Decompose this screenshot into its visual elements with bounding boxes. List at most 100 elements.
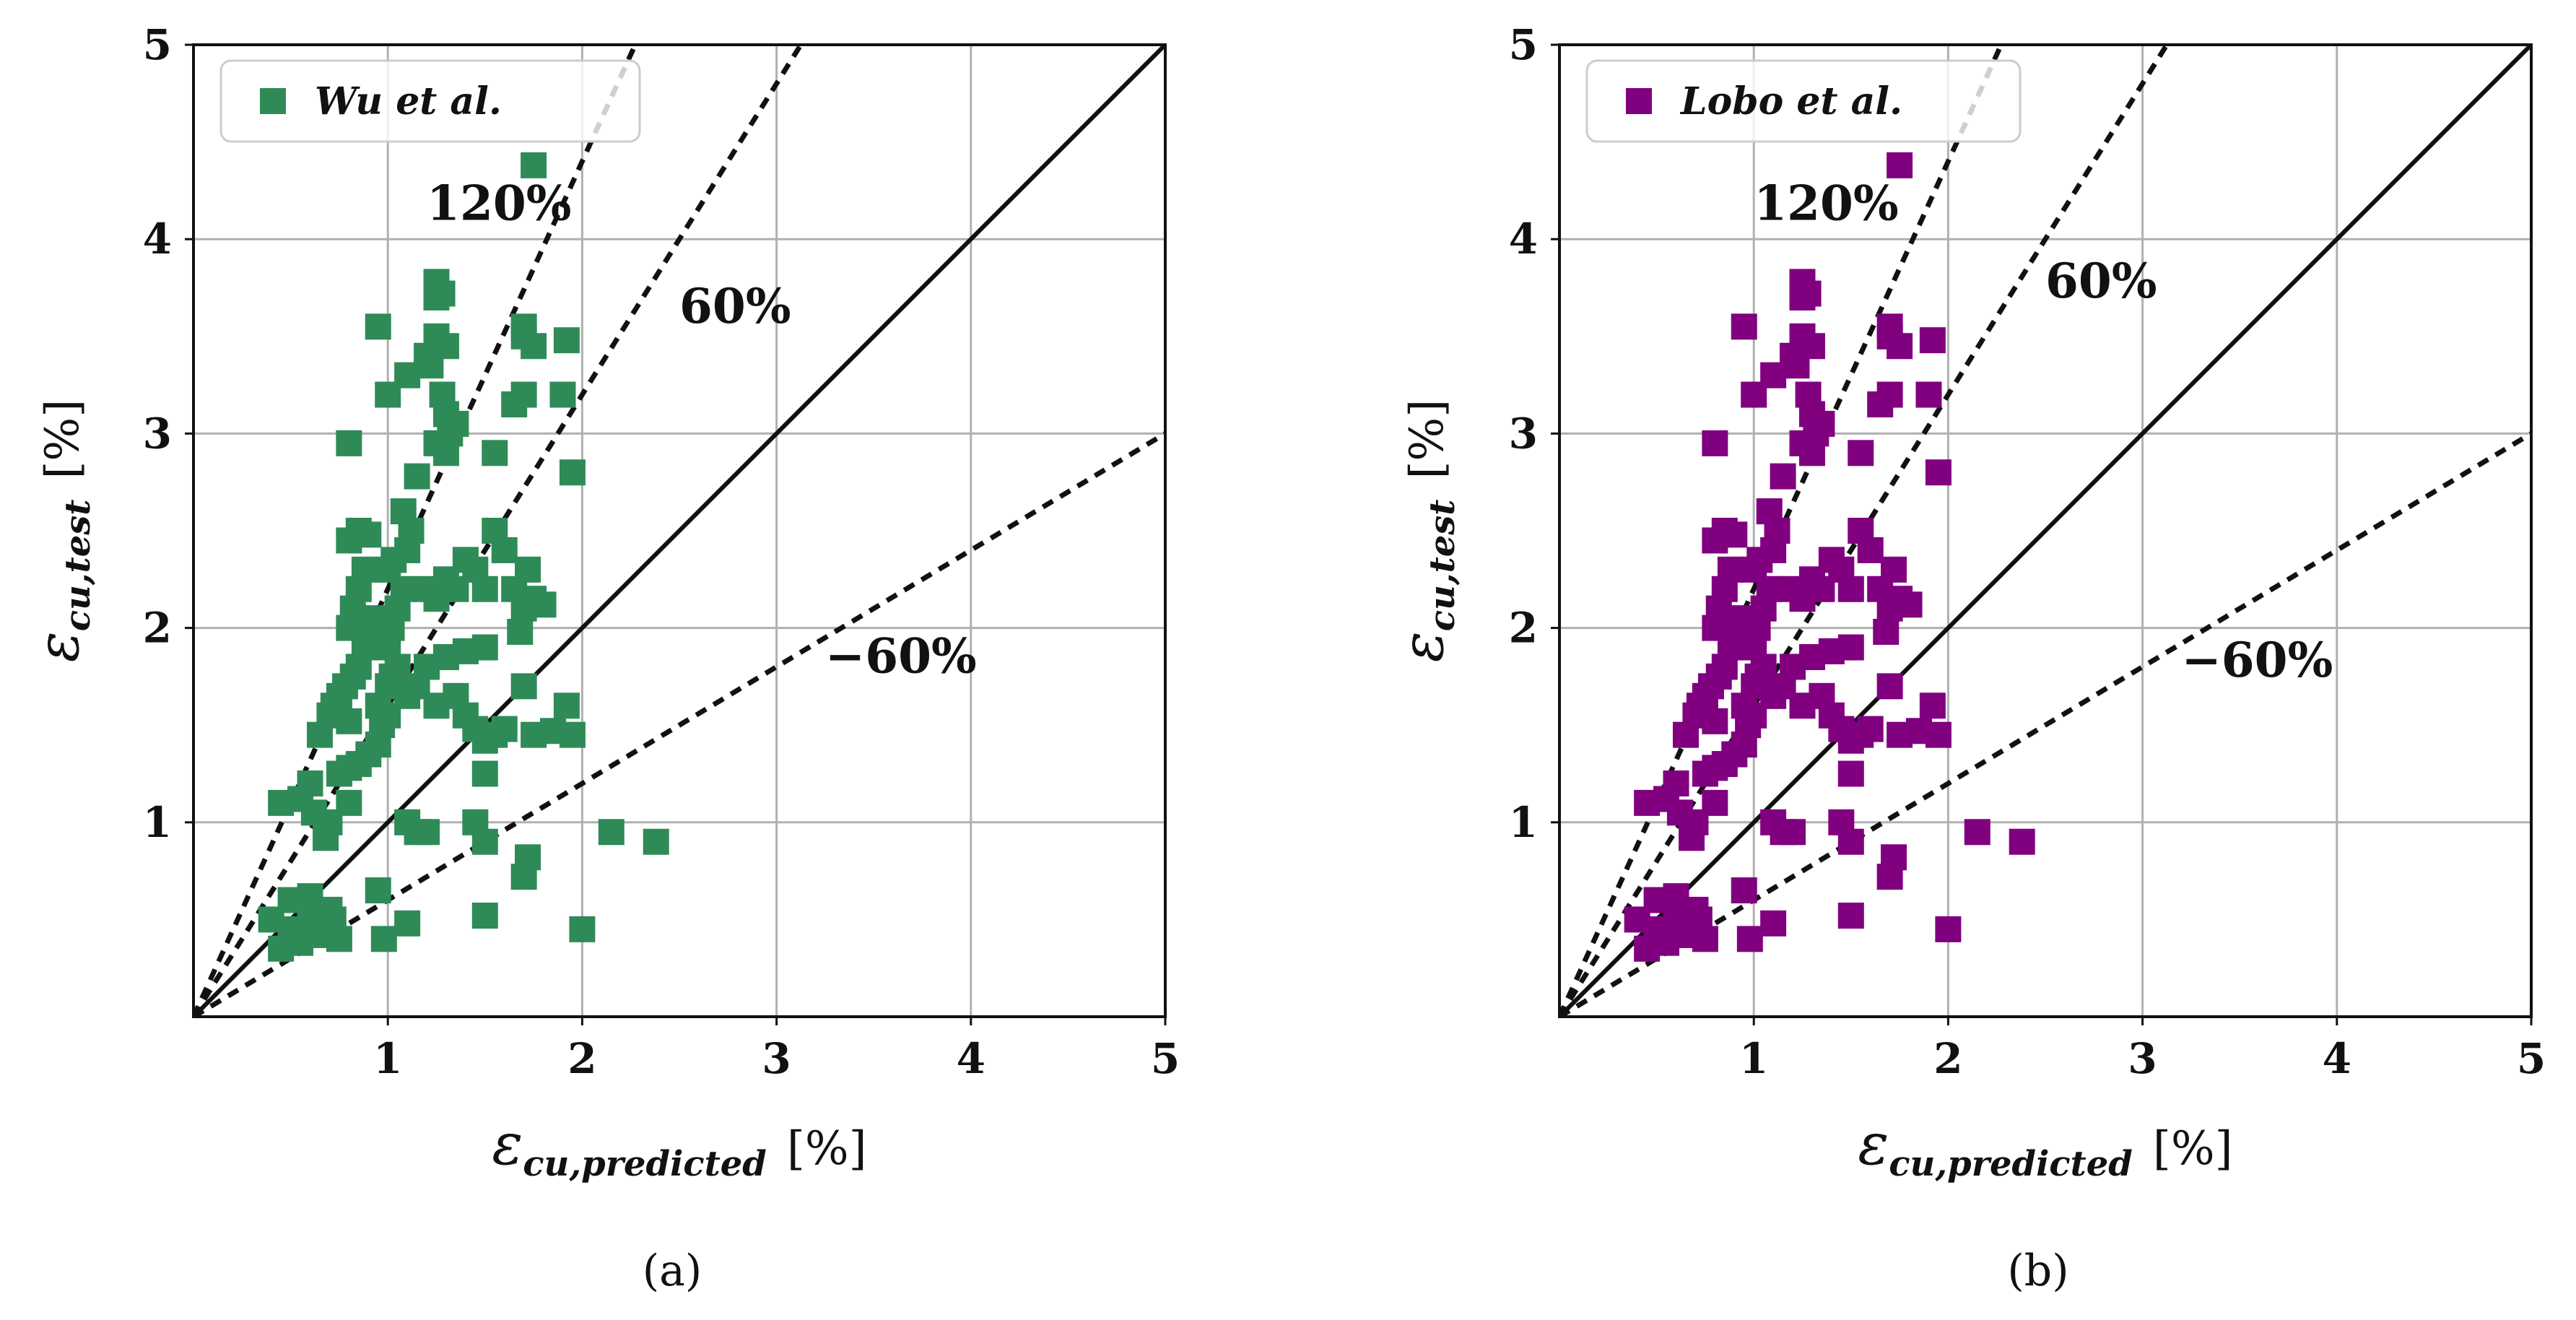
data-point xyxy=(1837,903,1864,929)
y-tick-label: 3 xyxy=(143,409,172,458)
data-point xyxy=(1702,708,1728,734)
y-tick-label: 4 xyxy=(1509,214,1538,264)
data-point xyxy=(1795,280,1822,307)
data-point xyxy=(394,682,421,709)
data-point xyxy=(1783,352,1810,379)
y-axis-label-symbol: ε xyxy=(25,631,92,662)
x-tick-label: 3 xyxy=(2128,1034,2157,1083)
y-tick-label: 1 xyxy=(143,798,172,847)
data-point xyxy=(365,313,391,340)
data-point xyxy=(1798,440,1825,466)
data-point xyxy=(1663,883,1689,910)
data-point xyxy=(1837,828,1864,855)
data-point xyxy=(549,381,576,408)
data-point xyxy=(1624,906,1650,933)
data-point xyxy=(351,556,378,583)
scatter-series xyxy=(1624,152,2035,962)
data-point xyxy=(1717,556,1744,583)
data-point xyxy=(2009,828,2035,855)
data-point xyxy=(1736,926,1763,952)
x-tick-label: 3 xyxy=(762,1034,791,1083)
x-tick-label: 4 xyxy=(2323,1034,2351,1083)
legend-label: Wu et al. xyxy=(315,79,502,123)
data-point xyxy=(1857,716,1884,742)
data-point xyxy=(1876,673,1903,700)
data-point xyxy=(1935,916,1962,942)
data-point xyxy=(1692,760,1718,787)
y-axis-label-symbol: ε xyxy=(1389,631,1456,662)
data-point xyxy=(1896,591,1923,618)
data-point xyxy=(417,352,444,379)
y-axis-label-unit: [%] xyxy=(36,399,90,479)
x-axis-label-symbol: ε xyxy=(492,1111,523,1178)
data-point xyxy=(1848,440,1874,466)
data-point xyxy=(482,440,508,466)
data-point xyxy=(443,410,469,437)
annotation-label: 60% xyxy=(679,278,791,334)
data-point xyxy=(1731,731,1757,758)
identity-line xyxy=(1559,45,2531,1017)
data-point xyxy=(1780,819,1806,846)
data-point xyxy=(404,463,430,490)
annotation-label: −60% xyxy=(825,628,977,685)
x-tick-label: 2 xyxy=(1933,1034,1962,1083)
data-point xyxy=(491,716,518,742)
data-point xyxy=(510,381,537,408)
data-point xyxy=(553,327,580,354)
y-axis-label-subscript: cu,test xyxy=(58,500,98,632)
data-point xyxy=(471,903,498,929)
data-point xyxy=(559,459,586,486)
x-axis-label-unit: [%] xyxy=(787,1122,867,1176)
data-point xyxy=(643,828,669,855)
data-point xyxy=(1887,152,1913,178)
data-point xyxy=(521,152,547,178)
data-point xyxy=(1760,910,1787,937)
data-point xyxy=(365,731,391,758)
x-axis-label-subscript: cu,predicted xyxy=(1889,1144,2133,1184)
data-point xyxy=(491,537,518,563)
y-axis-label: εcu,test [%] xyxy=(1389,399,1463,662)
data-point xyxy=(1837,760,1864,787)
reference-line-−60% xyxy=(1559,431,2531,1017)
annotation-label: −60% xyxy=(2181,632,2333,688)
data-point xyxy=(336,708,362,734)
data-point xyxy=(1857,537,1884,563)
data-point xyxy=(1721,521,1748,548)
identity-line xyxy=(193,45,1165,1017)
data-point xyxy=(1731,313,1757,340)
data-point xyxy=(1679,825,1705,851)
data-point xyxy=(1919,692,1946,719)
data-point xyxy=(471,576,498,602)
y-tick-label: 3 xyxy=(1509,409,1538,458)
x-axis-label-subscript: cu,predicted xyxy=(523,1144,767,1184)
data-point xyxy=(432,440,459,466)
data-point xyxy=(553,692,580,719)
data-point xyxy=(510,864,537,890)
reference-line-−60% xyxy=(193,431,1165,1017)
legend-box xyxy=(219,59,641,143)
y-tick-label: 4 xyxy=(143,214,172,264)
legend-marker xyxy=(1626,88,1652,114)
panel-caption: (b) xyxy=(2007,1246,2068,1296)
data-point xyxy=(336,430,362,456)
data-point xyxy=(1809,410,1835,437)
data-point xyxy=(365,877,391,904)
data-point xyxy=(507,618,534,645)
data-point xyxy=(1756,498,1783,525)
data-point xyxy=(471,828,498,855)
data-point xyxy=(1686,906,1713,933)
data-point xyxy=(1915,381,1942,408)
data-point xyxy=(521,333,547,360)
x-axis-label-symbol: ε xyxy=(1858,1111,1889,1178)
data-point xyxy=(1770,463,1796,490)
data-point xyxy=(394,910,421,937)
data-point xyxy=(313,825,339,851)
data-point xyxy=(336,789,362,816)
data-point xyxy=(510,673,537,700)
data-point xyxy=(1964,819,1990,846)
axes-frame xyxy=(1558,43,2533,1018)
data-point xyxy=(258,906,284,933)
data-point xyxy=(1837,576,1864,602)
panel-caption: (a) xyxy=(643,1246,702,1296)
x-axis-label-unit: [%] xyxy=(2153,1122,2233,1176)
